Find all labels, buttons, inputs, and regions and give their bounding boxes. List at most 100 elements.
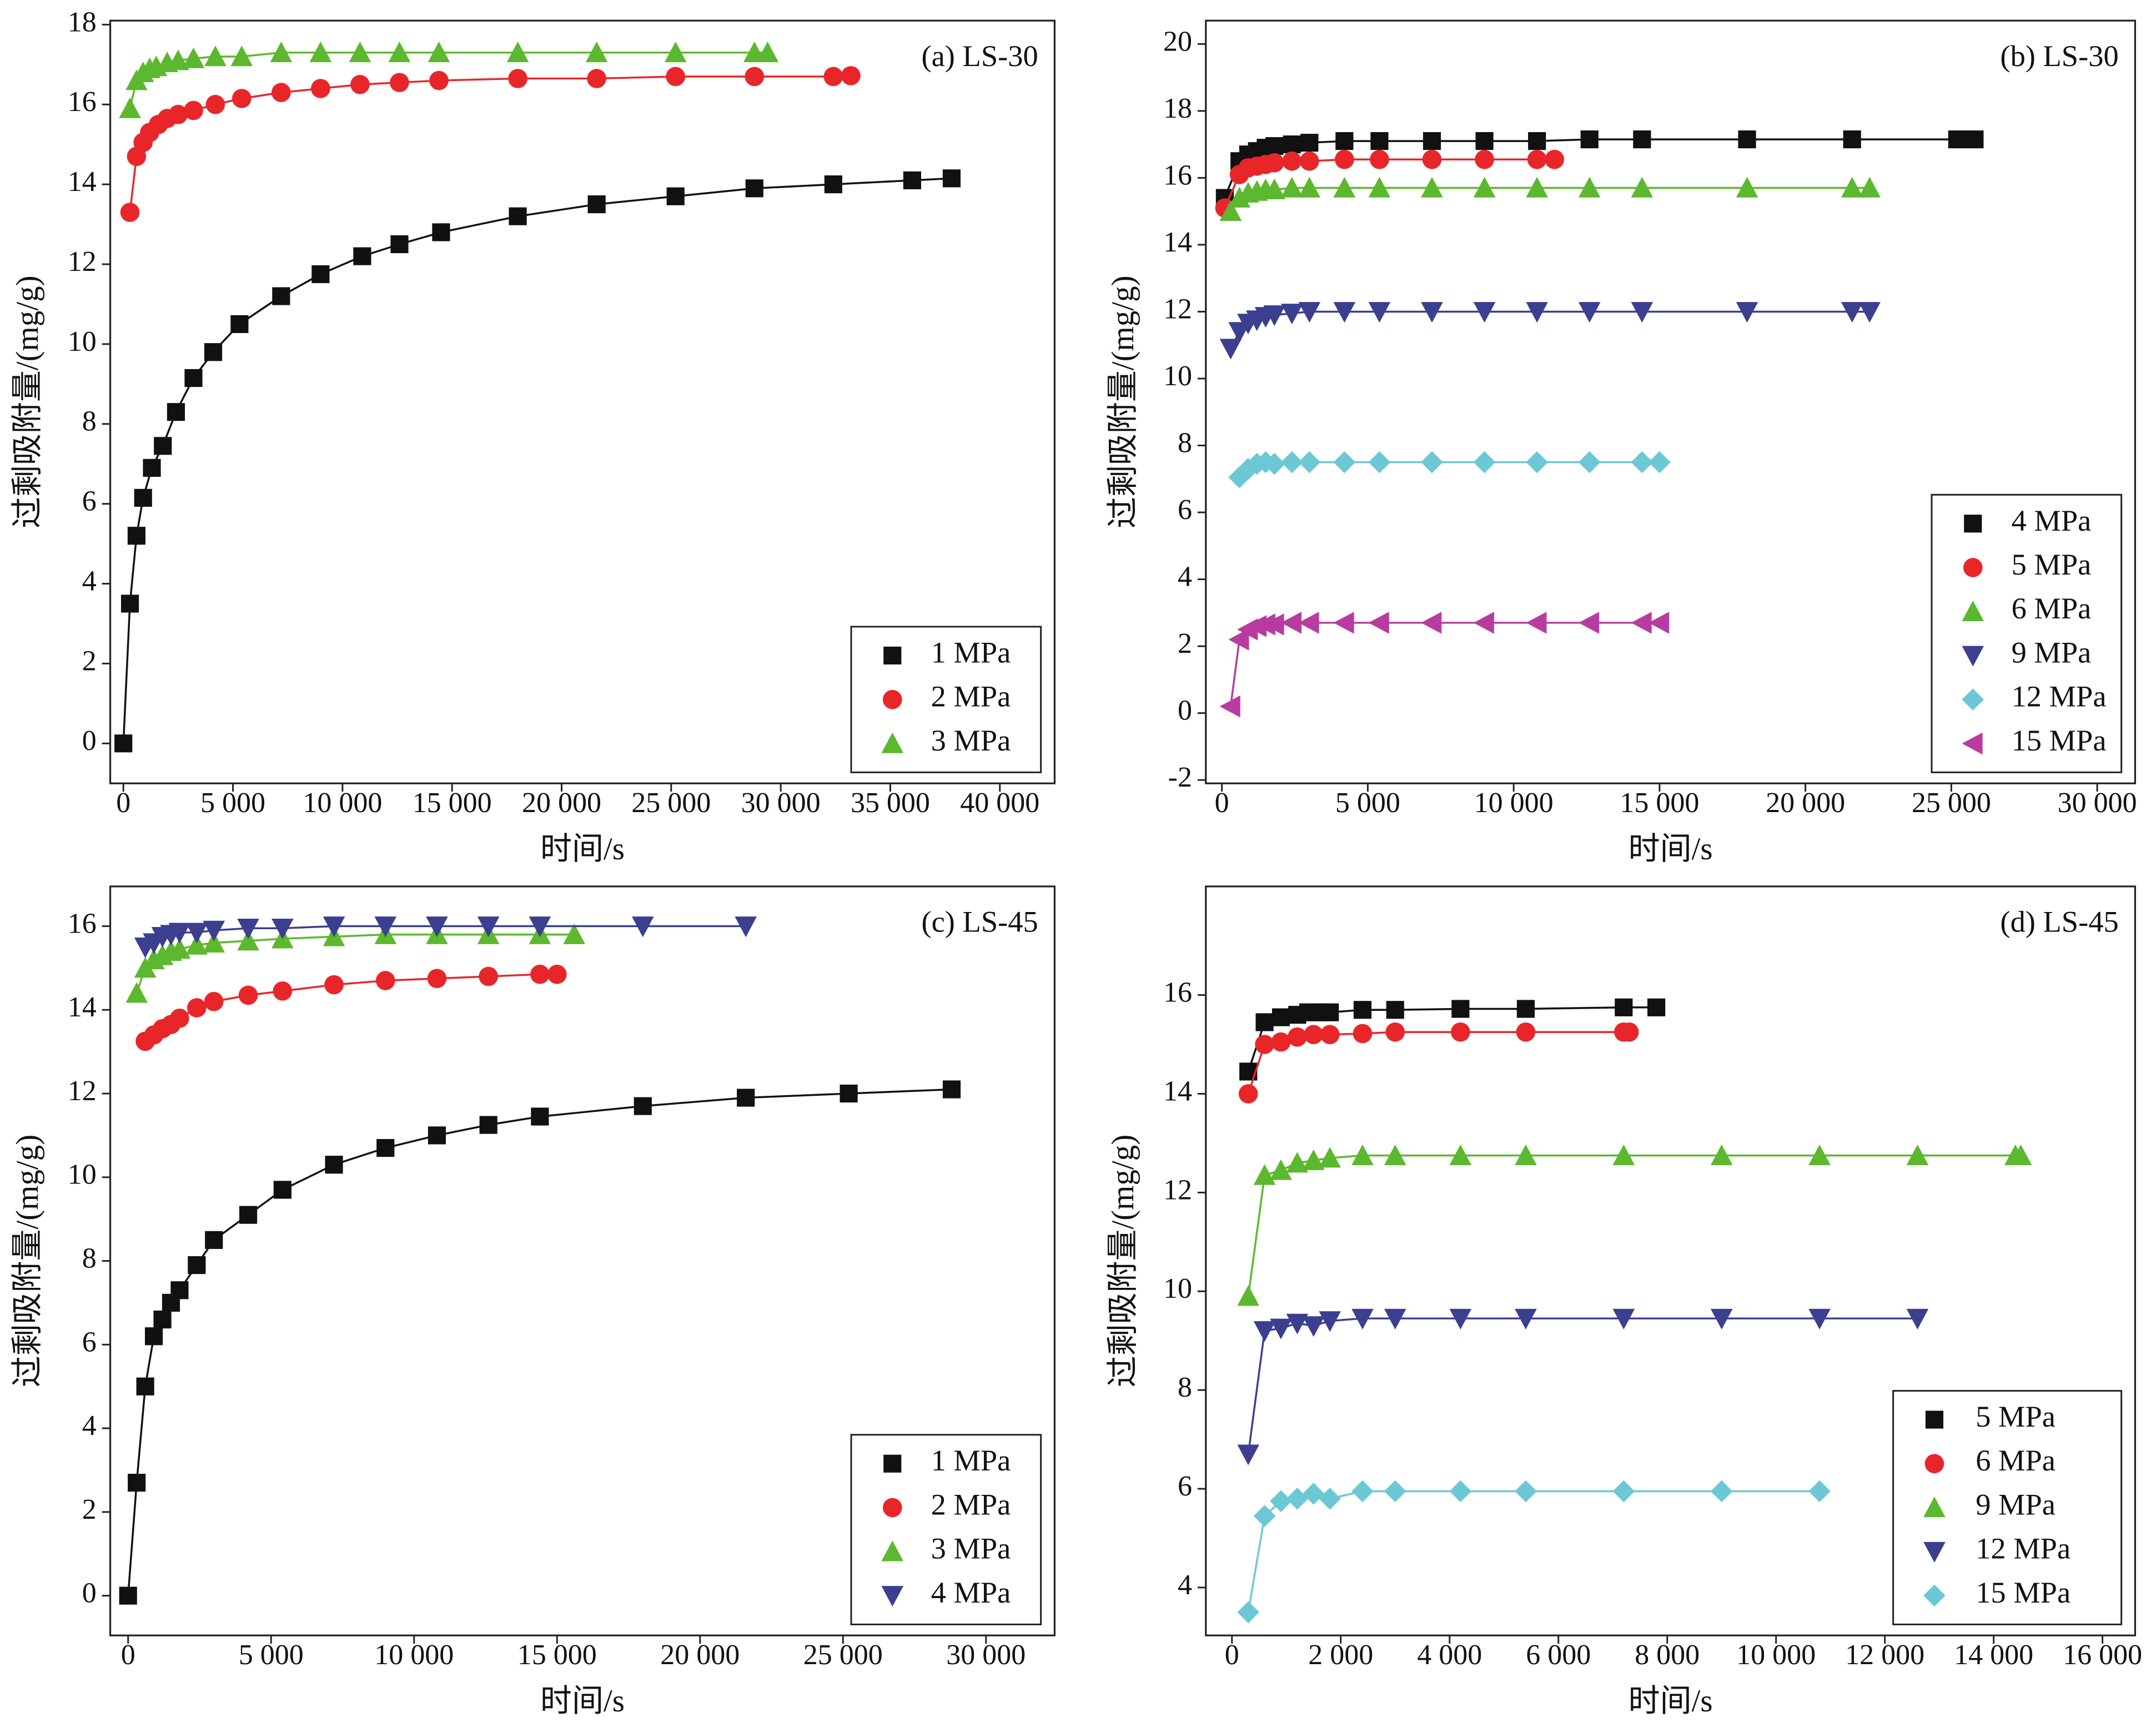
y-tick-label: 10 bbox=[1163, 360, 1192, 392]
marker bbox=[508, 69, 527, 88]
series-line bbox=[127, 1088, 952, 1596]
marker bbox=[1923, 1541, 1946, 1563]
marker bbox=[1370, 149, 1389, 169]
marker bbox=[745, 67, 765, 87]
marker bbox=[1647, 998, 1666, 1016]
marker bbox=[1473, 612, 1494, 634]
marker bbox=[1270, 1159, 1292, 1180]
marker bbox=[170, 1281, 189, 1299]
marker bbox=[119, 1586, 137, 1605]
marker bbox=[230, 315, 249, 333]
marker bbox=[374, 916, 397, 938]
legend-label: 5 MPa bbox=[1976, 1399, 2056, 1433]
marker bbox=[1615, 998, 1633, 1016]
x-tick-label: 5 000 bbox=[200, 787, 265, 819]
marker bbox=[1526, 302, 1548, 323]
x-tick-label: 25 000 bbox=[1912, 787, 1991, 819]
marker bbox=[349, 41, 371, 63]
marker bbox=[1288, 1027, 1307, 1047]
y-tick-label: 4 bbox=[1178, 1569, 1192, 1601]
y-tick-label: 8 bbox=[1178, 427, 1192, 459]
y-tick-label: 16 bbox=[1163, 977, 1192, 1009]
marker bbox=[184, 100, 203, 120]
marker bbox=[432, 223, 450, 241]
y-axis-label: 过剩吸附量/(mg/g) bbox=[10, 275, 45, 528]
y-tick-label: 2 bbox=[1178, 628, 1192, 659]
marker bbox=[1421, 612, 1442, 634]
marker bbox=[881, 1586, 904, 1607]
marker bbox=[883, 646, 902, 665]
marker bbox=[1545, 149, 1565, 169]
marker bbox=[631, 916, 654, 938]
marker bbox=[1321, 1003, 1339, 1021]
marker bbox=[390, 235, 409, 254]
marker bbox=[1962, 646, 1984, 667]
marker bbox=[237, 930, 259, 951]
marker bbox=[1578, 451, 1601, 473]
marker bbox=[168, 923, 191, 944]
y-tick-label: 6 bbox=[82, 486, 97, 517]
marker bbox=[1384, 1308, 1406, 1329]
marker bbox=[1449, 1480, 1472, 1503]
marker bbox=[1299, 151, 1319, 171]
marker bbox=[1368, 302, 1391, 323]
annotation: (a) LS-30 bbox=[922, 39, 1038, 73]
marker bbox=[529, 916, 551, 938]
marker bbox=[428, 41, 450, 63]
marker bbox=[272, 287, 290, 305]
marker bbox=[1245, 615, 1267, 637]
marker bbox=[272, 83, 291, 102]
marker bbox=[735, 916, 757, 938]
y-tick-label: 18 bbox=[68, 6, 97, 38]
y-tick-label: 0 bbox=[1178, 695, 1192, 727]
marker bbox=[881, 732, 904, 753]
annotation: (d) LS-45 bbox=[2000, 905, 2118, 939]
legend-label: 6 MPa bbox=[1976, 1443, 2056, 1477]
marker bbox=[1515, 1308, 1537, 1329]
legend-label: 1 MPa bbox=[931, 635, 1011, 669]
legend-label: 3 MPa bbox=[931, 1532, 1011, 1565]
marker bbox=[1906, 1144, 1929, 1165]
series-line bbox=[122, 177, 952, 744]
marker bbox=[1335, 149, 1354, 169]
marker bbox=[1527, 149, 1547, 169]
marker bbox=[1515, 1144, 1537, 1165]
marker bbox=[1612, 1144, 1635, 1165]
marker bbox=[1238, 1084, 1258, 1104]
x-tick-label: 20 000 bbox=[660, 1639, 740, 1671]
marker bbox=[1710, 1480, 1733, 1503]
marker bbox=[1631, 612, 1652, 634]
marker bbox=[756, 41, 779, 63]
marker bbox=[1421, 177, 1443, 198]
x-tick-label: 30 000 bbox=[2058, 787, 2137, 819]
x-tick-label: 0 bbox=[1215, 787, 1229, 819]
x-tick-label: 35 000 bbox=[851, 787, 930, 819]
legend-label: 5 MPa bbox=[2012, 547, 2092, 581]
marker bbox=[881, 1540, 904, 1561]
marker bbox=[1633, 130, 1651, 149]
marker bbox=[230, 46, 253, 67]
marker bbox=[1631, 451, 1654, 473]
marker bbox=[1948, 130, 1966, 149]
legend-label: 9 MPa bbox=[2012, 635, 2092, 669]
marker bbox=[1368, 612, 1389, 634]
legend-label: 12 MPa bbox=[1976, 1532, 2070, 1565]
y-tick-label: 2 bbox=[82, 645, 97, 677]
x-tick-label: 25 000 bbox=[803, 1639, 883, 1671]
marker bbox=[1237, 1444, 1259, 1465]
marker bbox=[237, 918, 259, 940]
marker bbox=[587, 69, 606, 88]
y-tick-label: 12 bbox=[1163, 1174, 1192, 1206]
marker bbox=[1710, 1144, 1733, 1165]
marker bbox=[1473, 177, 1496, 198]
marker bbox=[1302, 1316, 1325, 1337]
marker bbox=[506, 41, 529, 63]
marker bbox=[1283, 135, 1301, 154]
x-tick-label: 6 000 bbox=[1526, 1639, 1591, 1671]
marker bbox=[309, 41, 332, 63]
marker bbox=[1333, 302, 1356, 323]
marker bbox=[239, 1206, 258, 1224]
legend-label: 15 MPa bbox=[1976, 1575, 2070, 1609]
x-tick-label: 12 000 bbox=[1845, 1639, 1924, 1671]
